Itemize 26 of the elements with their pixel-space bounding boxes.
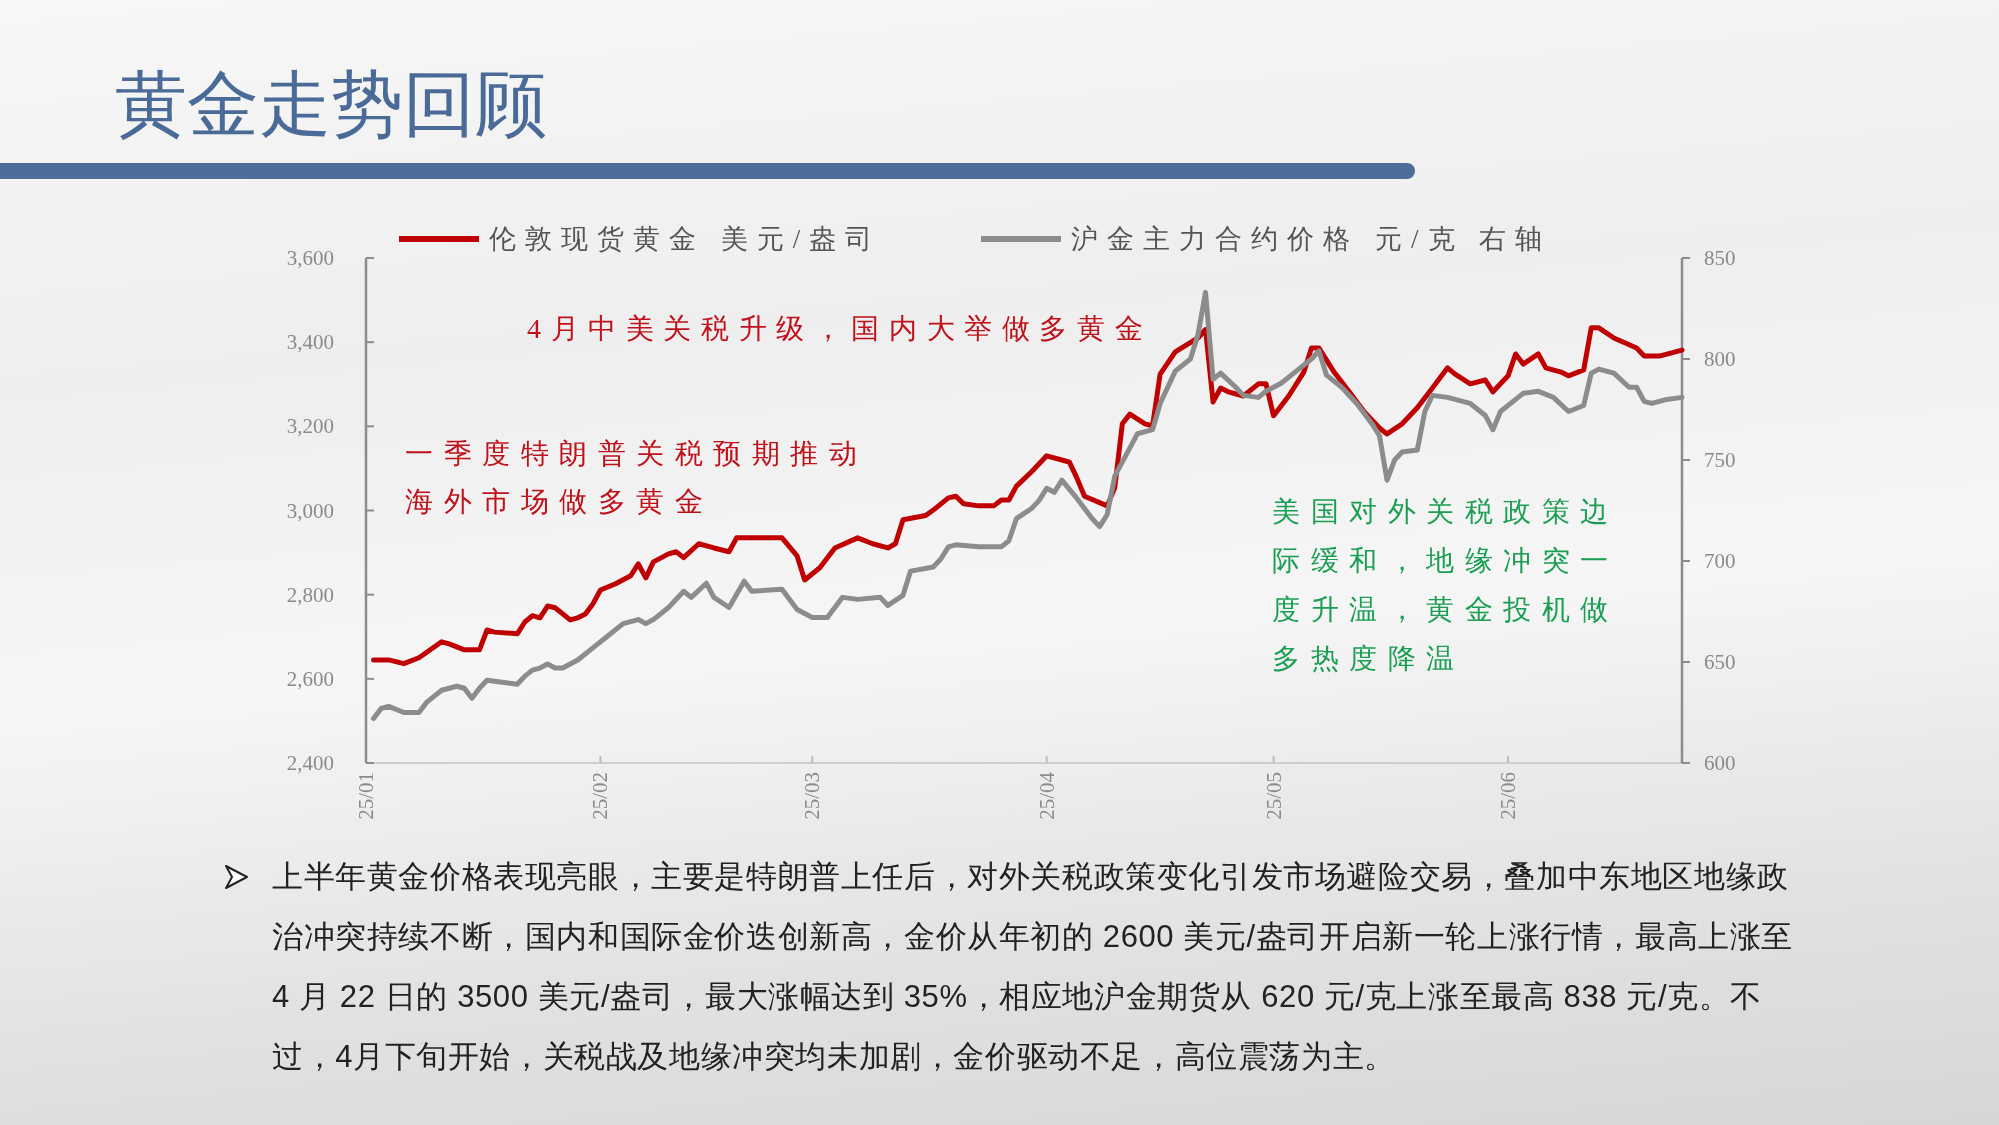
y-tick-label: 3,200 xyxy=(286,414,334,439)
y2-tick-label: 600 xyxy=(1704,751,1736,775)
text: 上半年黄金价格表现亮眼，主要是特朗普上任后，对外关税政策变化引发市场避险交易，叠加中东地区地缘政治冲突持续不断，国内和国际金价迭创新高，金价从年初的 2600 美元/盎司开启新一轮上涨行情，最高上涨至 4 月 22 日的 3500 美元/盎司，最大涨幅达到 35%，相应地沪金期货从 620 元/克上涨至最高 838 元/克。不过，4月下旬开始，关税战及地缘冲突均未加剧，金价驱动不足，高位震荡为主。 xyxy=(272,858,1794,1076)
annotation: 一季度特朗普关税预期推动海外市场做多黄金 xyxy=(405,437,868,519)
x-tick-label: 25/05 xyxy=(1261,772,1286,820)
x-tick-label: 25/01 xyxy=(354,772,378,820)
x-tick-label: 25/06 xyxy=(1496,772,1521,820)
y2-tick-label: 750 xyxy=(1704,448,1736,472)
y2-tick-label: 650 xyxy=(1704,650,1736,674)
chart-title: 黄金走势回顾 xyxy=(115,62,547,146)
annotation: 美国对外关税政策边际缓和，地缘冲突一度升温，黄金投机做多热度降温 xyxy=(1272,495,1620,676)
x-tick-label: 25/04 xyxy=(1034,771,1059,820)
legend-label: 沪金主力合约价格 元/克 右轴 xyxy=(1071,223,1552,256)
annotation: 4月中美关税升级，国内大举做多黄金 xyxy=(527,312,1154,346)
x-tick-label: 25/03 xyxy=(800,772,825,820)
y2-tick-label: 800 xyxy=(1704,347,1736,371)
y-tick-label: 3,400 xyxy=(286,330,334,355)
y2-tick-label: 850 xyxy=(1704,246,1736,270)
y-tick-label: 2,600 xyxy=(286,666,334,691)
y-tick-label: 3,000 xyxy=(286,498,334,523)
x-tick-label: 25/02 xyxy=(588,772,613,820)
y-tick-label: 2,800 xyxy=(286,582,334,607)
y-tick-label: 2,400 xyxy=(286,751,334,775)
y2-tick-label: 700 xyxy=(1704,549,1736,573)
y-tick-label: 3,600 xyxy=(286,246,334,270)
legend-label: 伦敦现货黄金 美元/盎司 xyxy=(489,223,882,256)
